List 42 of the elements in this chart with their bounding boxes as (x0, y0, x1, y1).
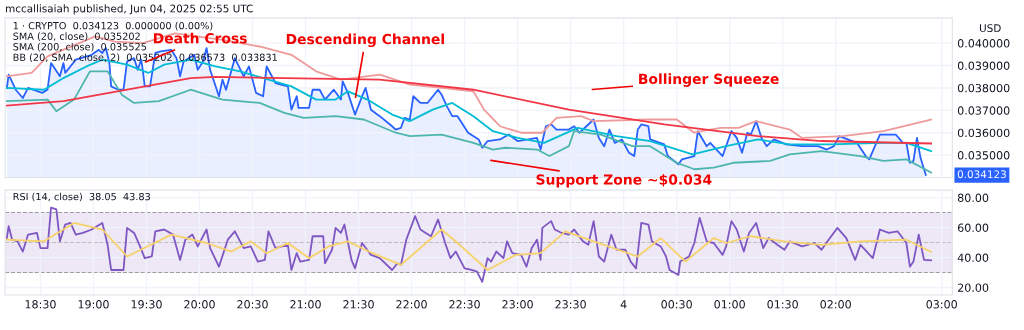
y-tick-label: 0.035000 (957, 151, 1010, 160)
x-tick-label: 23:00 (502, 300, 533, 309)
x-tick-label: 00:30 (661, 300, 692, 309)
x-tick-label: 23:30 (555, 300, 586, 309)
x-tick-label: 01:00 (714, 300, 745, 309)
line-series (5, 70, 933, 174)
line-series (5, 206, 933, 283)
x-tick-label: 03:00 (926, 300, 957, 309)
x-tick-label: 21:00 (290, 300, 321, 309)
x-tick-label: 20:30 (237, 300, 268, 309)
annotation: 1 · CRYPTO 0.034123 0.000000 (0.00%) (13, 21, 213, 31)
x-tick-label: 4 (620, 300, 627, 309)
x-tick-label: 02:00 (820, 300, 851, 309)
y-tick-label: 20.00 (958, 283, 989, 292)
x-tick-label: 21:30 (343, 300, 374, 309)
annotation: RSI (14, close) 38.05 43.83 (13, 192, 151, 202)
y-tick-label: 0.038000 (957, 83, 1010, 93)
x-tick-label: 22:30 (449, 300, 480, 309)
annotation: SMA (20, close) 0.035202 (13, 32, 140, 42)
x-tick-label: 19:30 (131, 300, 162, 309)
annotation: SMA (200, close) 0.035525 (13, 42, 147, 52)
y-tick-label: 60.00 (957, 223, 989, 232)
line-series (5, 222, 933, 271)
annotation: Support Zone ~$0.034 (536, 174, 712, 188)
y-tick-label: 0.040000 (957, 39, 1010, 48)
text: 0.034123 (957, 170, 1006, 179)
annotation: Death Cross (153, 32, 247, 44)
annotation: Descending Channel (286, 33, 444, 48)
chart-title: mccallisaiah published, Jun 04, 2025 02:55 UTC (6, 4, 253, 15)
y-tick-label: 0.037000 (957, 106, 1010, 115)
y-axis-title: USD (979, 24, 1001, 33)
x-tick-label: 18:30 (25, 300, 56, 309)
x-tick-label: 19:00 (78, 300, 109, 309)
y-tick-label: 0.039000 (957, 61, 1010, 70)
annotation: Bollinger Squeeze (639, 73, 779, 87)
x-tick-label: 20:00 (184, 300, 215, 309)
x-tick-label: 22:00 (396, 300, 427, 309)
line-series (5, 32, 933, 139)
y-tick-label: 80.00 (957, 193, 989, 202)
y-tick-label: 40.00 (957, 253, 989, 262)
y-tick-label: 0.036000 (957, 128, 1010, 138)
x-tick-label: 01:30 (767, 300, 798, 309)
